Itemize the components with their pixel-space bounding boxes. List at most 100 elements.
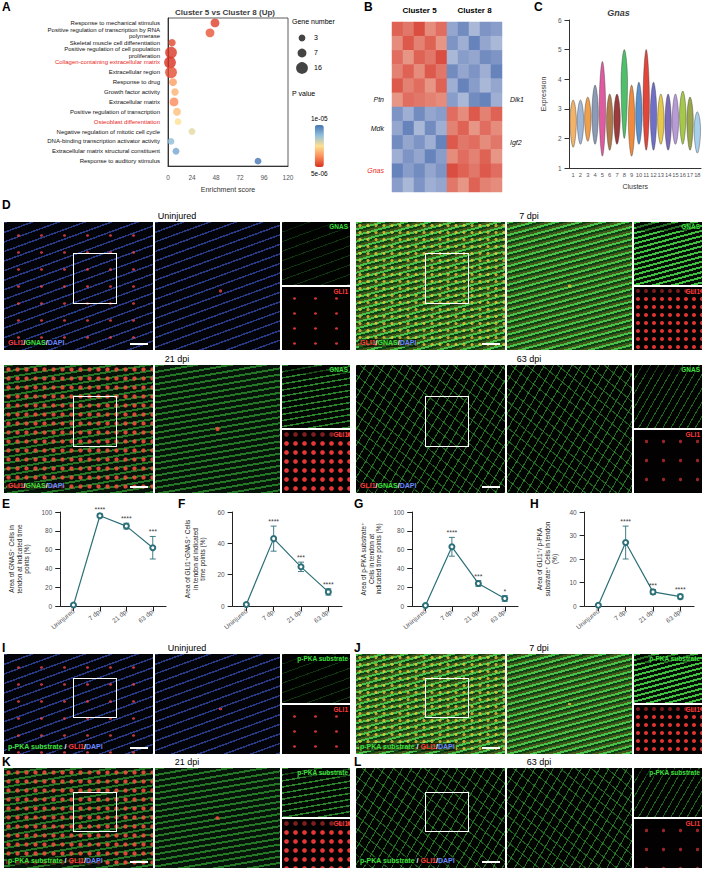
svg-text:Ptn: Ptn xyxy=(373,96,384,103)
svg-text:Extracellular matrix structura: Extracellular matrix structural constitu… xyxy=(52,148,160,154)
svg-text:80: 80 xyxy=(397,527,405,534)
svg-text:proliferation: proliferation xyxy=(129,53,160,59)
svg-text:****: **** xyxy=(446,529,457,536)
svg-text:30: 30 xyxy=(569,532,577,539)
svg-text:***: *** xyxy=(474,573,482,580)
svg-text:1: 1 xyxy=(572,172,575,178)
svg-text:Gene number: Gene number xyxy=(292,18,335,25)
svg-text:20: 20 xyxy=(569,556,577,563)
svg-text:Cluster 5: Cluster 5 xyxy=(402,6,437,15)
svg-text:96: 96 xyxy=(260,174,268,181)
svg-text:4: 4 xyxy=(558,76,562,83)
svg-text:Extracellular matrix: Extracellular matrix xyxy=(109,99,160,105)
svg-text:10: 10 xyxy=(636,172,642,178)
svg-text:0: 0 xyxy=(49,603,53,610)
svg-text:DNA-binding transcription acti: DNA-binding transcription activator acti… xyxy=(47,138,160,144)
svg-text:7 dpi: 7 dpi xyxy=(261,607,277,622)
svg-text:100: 100 xyxy=(393,509,404,516)
svg-text:14: 14 xyxy=(665,172,672,178)
svg-text:80: 80 xyxy=(45,527,53,534)
svg-text:indicated time points (%): indicated time points (%) xyxy=(375,523,383,594)
svg-text:Response to mechanical stimulu: Response to mechanical stimulus xyxy=(71,20,160,26)
svg-text:0: 0 xyxy=(401,603,405,610)
svg-text:in tendon at indicated: in tendon at indicated xyxy=(192,528,199,590)
svg-text:0: 0 xyxy=(221,603,225,610)
svg-text:0: 0 xyxy=(166,174,170,181)
svg-text:7: 7 xyxy=(615,172,618,178)
svg-text:63 dpi: 63 dpi xyxy=(313,607,332,625)
svg-text:polymerase: polymerase xyxy=(129,33,161,39)
svg-text:1e-05: 1e-05 xyxy=(311,115,328,122)
svg-text:****: **** xyxy=(620,518,631,525)
svg-text:Cluster 8: Cluster 8 xyxy=(457,6,492,15)
svg-text:Uninjured: Uninjured xyxy=(402,607,429,631)
svg-text:20: 20 xyxy=(397,584,405,591)
svg-text:17: 17 xyxy=(687,172,693,178)
svg-text:****: **** xyxy=(121,515,132,522)
svg-text:16: 16 xyxy=(680,172,686,178)
svg-text:7: 7 xyxy=(314,49,318,56)
svg-text:Mdk: Mdk xyxy=(371,125,385,132)
svg-text:5: 5 xyxy=(601,172,604,178)
svg-text:63 dpi: 63 dpi xyxy=(137,607,156,625)
svg-text:21 dpi: 21 dpi xyxy=(637,607,656,625)
svg-text:Positive regulation of transcr: Positive regulation of transcription xyxy=(70,109,160,115)
svg-text:Response to auditory stimulus: Response to auditory stimulus xyxy=(80,158,160,164)
svg-text:60: 60 xyxy=(45,546,53,553)
svg-text:tendon at indicated time: tendon at indicated time xyxy=(16,524,23,593)
svg-text:Gnas: Gnas xyxy=(607,8,630,18)
svg-text:Expression: Expression xyxy=(540,77,548,112)
svg-text:time points (%): time points (%) xyxy=(199,537,207,580)
svg-text:3: 3 xyxy=(586,172,589,178)
svg-text:Negative regulation of mitotic: Negative regulation of mitotic cell cycl… xyxy=(57,129,161,135)
svg-text:10: 10 xyxy=(569,579,577,586)
svg-text:****: **** xyxy=(323,581,334,588)
svg-text:63 dpi: 63 dpi xyxy=(665,607,684,625)
svg-text:16: 16 xyxy=(314,64,322,71)
svg-text:48: 48 xyxy=(212,174,220,181)
svg-text:6: 6 xyxy=(558,17,562,24)
svg-text:7 dpi: 7 dpi xyxy=(87,607,103,622)
svg-text:Positive regulation of transcr: Positive regulation of transcription by … xyxy=(48,27,160,33)
svg-text:Enrichment score: Enrichment score xyxy=(201,186,256,193)
svg-text:20: 20 xyxy=(217,571,225,578)
svg-text:points (%): points (%) xyxy=(23,544,31,573)
svg-text:120: 120 xyxy=(283,174,294,181)
svg-text:0: 0 xyxy=(573,603,577,610)
svg-text:Igf2: Igf2 xyxy=(510,139,522,147)
svg-text:P value: P value xyxy=(292,90,315,97)
svg-text:21 dpi: 21 dpi xyxy=(285,607,304,625)
svg-text:40: 40 xyxy=(217,540,225,547)
svg-text:Response to drug: Response to drug xyxy=(113,79,160,85)
svg-text:3: 3 xyxy=(314,34,318,41)
svg-text:20: 20 xyxy=(45,584,53,591)
svg-text:*: * xyxy=(503,588,506,595)
svg-text:15: 15 xyxy=(672,172,678,178)
svg-text:6: 6 xyxy=(608,172,611,178)
svg-text:40: 40 xyxy=(569,509,577,516)
svg-text:1: 1 xyxy=(558,165,562,172)
svg-text:Dlk1: Dlk1 xyxy=(510,96,524,103)
svg-text:Extracellular region: Extracellular region xyxy=(109,69,160,75)
svg-text:72: 72 xyxy=(236,174,244,181)
svg-text:5e-06: 5e-06 xyxy=(311,170,328,177)
svg-text:3: 3 xyxy=(558,105,562,112)
svg-text:Gnas: Gnas xyxy=(367,167,384,174)
svg-text:***: *** xyxy=(297,554,305,561)
svg-text:40: 40 xyxy=(397,565,405,572)
svg-text:24: 24 xyxy=(188,174,196,181)
svg-text:2: 2 xyxy=(579,172,582,178)
svg-text:40: 40 xyxy=(45,565,53,572)
svg-text:***: *** xyxy=(149,528,157,535)
svg-text:11: 11 xyxy=(643,172,649,178)
svg-text:9: 9 xyxy=(630,172,633,178)
svg-text:Skeletal muscle cell different: Skeletal muscle cell differentiation xyxy=(70,40,160,46)
svg-text:Collagen-containing extracellu: Collagen-containing extracellular matrix xyxy=(55,59,160,65)
svg-text:substrate⁺ Cells in tendon: substrate⁺ Cells in tendon xyxy=(544,521,551,596)
svg-text:Osteoblast differentiation: Osteoblast differentiation xyxy=(94,119,160,125)
svg-text:(%): (%) xyxy=(551,554,559,564)
svg-text:7 dpi: 7 dpi xyxy=(613,607,629,622)
svg-text:100: 100 xyxy=(41,509,52,516)
svg-text:Cells in tendon at: Cells in tendon at xyxy=(368,534,375,584)
svg-text:5: 5 xyxy=(558,46,562,53)
